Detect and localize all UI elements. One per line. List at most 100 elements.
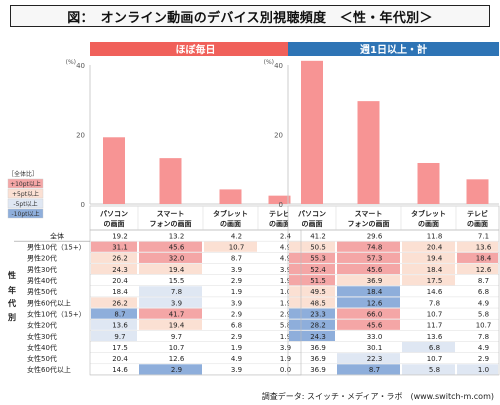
cell-highlight	[457, 263, 498, 275]
cell-highlight	[337, 252, 400, 263]
table-cell-weekly: 18.4	[427, 266, 443, 274]
table-cell-weekly: 18.4	[367, 288, 383, 296]
table-cell-weekly: 6.8	[429, 344, 440, 352]
table-cell-daily: 19.4	[169, 266, 185, 274]
legend-swatch	[7, 198, 44, 209]
cell-highlight	[289, 330, 335, 341]
category-label-daily-3: タブレット	[213, 209, 248, 218]
table-cell-daily: 1.0	[280, 288, 291, 296]
table-cell-daily: 45.6	[169, 244, 185, 252]
cell-highlight	[337, 286, 400, 297]
table-cell-weekly: 55.3	[310, 255, 326, 263]
bar-daily-4	[268, 195, 291, 204]
category-label-weekly-2-line2: フォンの画面	[348, 220, 390, 228]
row-label: 男性40代	[27, 276, 57, 285]
table-cell-weekly: 49.5	[310, 288, 326, 296]
side-label-char: 性	[8, 270, 16, 280]
cell-highlight	[289, 297, 335, 308]
table-cell-daily: 13.6	[112, 322, 128, 330]
category-label-weekly-2: スマート	[355, 210, 383, 218]
cell-highlight	[91, 319, 137, 330]
table-cell-weekly: 7.1	[478, 232, 489, 240]
cell-highlight	[91, 297, 137, 308]
bar-daily-3	[219, 189, 242, 204]
bar-daily-1	[103, 137, 125, 204]
row-label: 男性60代以上	[27, 298, 71, 307]
legend-title: ［全体比］	[8, 170, 38, 178]
table-cell-weekly: 29.6	[367, 232, 383, 240]
table-cell-daily: 8.7	[231, 255, 242, 263]
category-label-weekly-4-line2: の画面	[467, 220, 488, 228]
figure-title: 図： オンライン動画のデバイス別視聴頻度 ＜性・年代別＞	[10, 5, 490, 27]
cell-highlight	[91, 308, 137, 319]
cell-highlight	[337, 275, 400, 286]
category-label-weekly-1: パソコン	[298, 209, 326, 218]
table-cell-weekly: 10.7	[476, 322, 492, 330]
table-cell-weekly: 23.3	[310, 310, 326, 318]
table-cell-weekly: 45.6	[367, 266, 383, 274]
table-cell-weekly: 24.3	[310, 333, 326, 341]
cell-highlight	[289, 241, 335, 252]
table-cell-weekly: 20.4	[427, 244, 443, 252]
source-note: 調査データ: スイッチ・メディア・ラボ (www.switch-m.com)	[261, 392, 494, 401]
row-label: 女性10代（15+）	[27, 309, 86, 318]
table-cell-daily: 15.5	[169, 277, 185, 285]
table-cell-daily: 41.7	[169, 310, 185, 318]
table-cell-daily: 0.0	[280, 366, 291, 374]
table-cell-daily: 3.9	[280, 266, 291, 274]
table-cell-weekly: 41.2	[310, 232, 326, 240]
legend-label: +5pt以上	[12, 190, 39, 198]
table-cell-daily: 5.8	[280, 322, 291, 330]
row-label: 女性60代以上	[27, 365, 71, 374]
table-cell-daily: 13.2	[169, 232, 185, 240]
table-cell-weekly: 5.8	[429, 366, 440, 374]
y-tick-label-daily: 0	[81, 201, 85, 209]
table-cell-weekly: 10.7	[427, 310, 443, 318]
table-cell-daily: 17.5	[112, 344, 128, 352]
table-cell-daily: 19.2	[112, 232, 128, 240]
table-cell-daily: 20.4	[112, 355, 128, 363]
cell-highlight	[204, 241, 257, 252]
cell-highlight	[337, 241, 400, 252]
table-cell-daily: 4.9	[280, 255, 291, 263]
cell-highlight	[402, 275, 455, 286]
table-cell-weekly: 1.0	[478, 366, 489, 374]
row-label: 男性20代	[27, 254, 57, 263]
cell-highlight	[337, 263, 400, 275]
panel-title-weekly: 週1日以上・計	[360, 43, 427, 56]
table-cell-daily: 3.9	[231, 366, 242, 374]
table-cell-daily: 19.4	[169, 322, 185, 330]
cell-highlight	[402, 241, 455, 252]
row-label: 女性20代	[27, 321, 57, 330]
table-cell-daily: 10.7	[169, 344, 185, 352]
y-tick-label-daily: 20	[76, 132, 85, 140]
side-label-char: 代	[7, 298, 16, 308]
table-cell-weekly: 17.5	[427, 277, 443, 285]
cell-highlight	[402, 263, 455, 275]
table-cell-weekly: 13.6	[427, 333, 443, 341]
table-cell-weekly: 2.9	[478, 355, 489, 363]
cell-highlight	[337, 364, 400, 375]
table-cell-weekly: 13.6	[476, 244, 492, 252]
table-cell-weekly: 48.5	[310, 299, 326, 307]
side-label-char: 別	[7, 313, 16, 322]
table-cell-daily: 4.9	[231, 355, 242, 363]
table-cell-weekly: 11.8	[427, 232, 443, 240]
cell-highlight	[289, 275, 335, 286]
category-label-daily-4-line2: の画面	[269, 220, 290, 228]
table-cell-weekly: 45.6	[367, 322, 383, 330]
table-cell-daily: 2.4	[280, 232, 292, 240]
table-cell-daily: 2.9	[171, 366, 182, 374]
table-cell-daily: 3.9	[231, 266, 242, 274]
table-cell-daily: 4.2	[231, 232, 242, 240]
table-cell-weekly: 14.6	[427, 288, 443, 296]
table-cell-daily: 3.9	[231, 299, 242, 307]
row-label: 女性40代	[27, 343, 57, 352]
cell-highlight	[457, 241, 498, 252]
cell-highlight	[91, 263, 137, 275]
table-cell-weekly: 4.9	[478, 344, 489, 352]
cell-highlight	[337, 297, 400, 308]
cell-highlight	[139, 364, 202, 375]
bar-weekly-3	[417, 162, 440, 204]
